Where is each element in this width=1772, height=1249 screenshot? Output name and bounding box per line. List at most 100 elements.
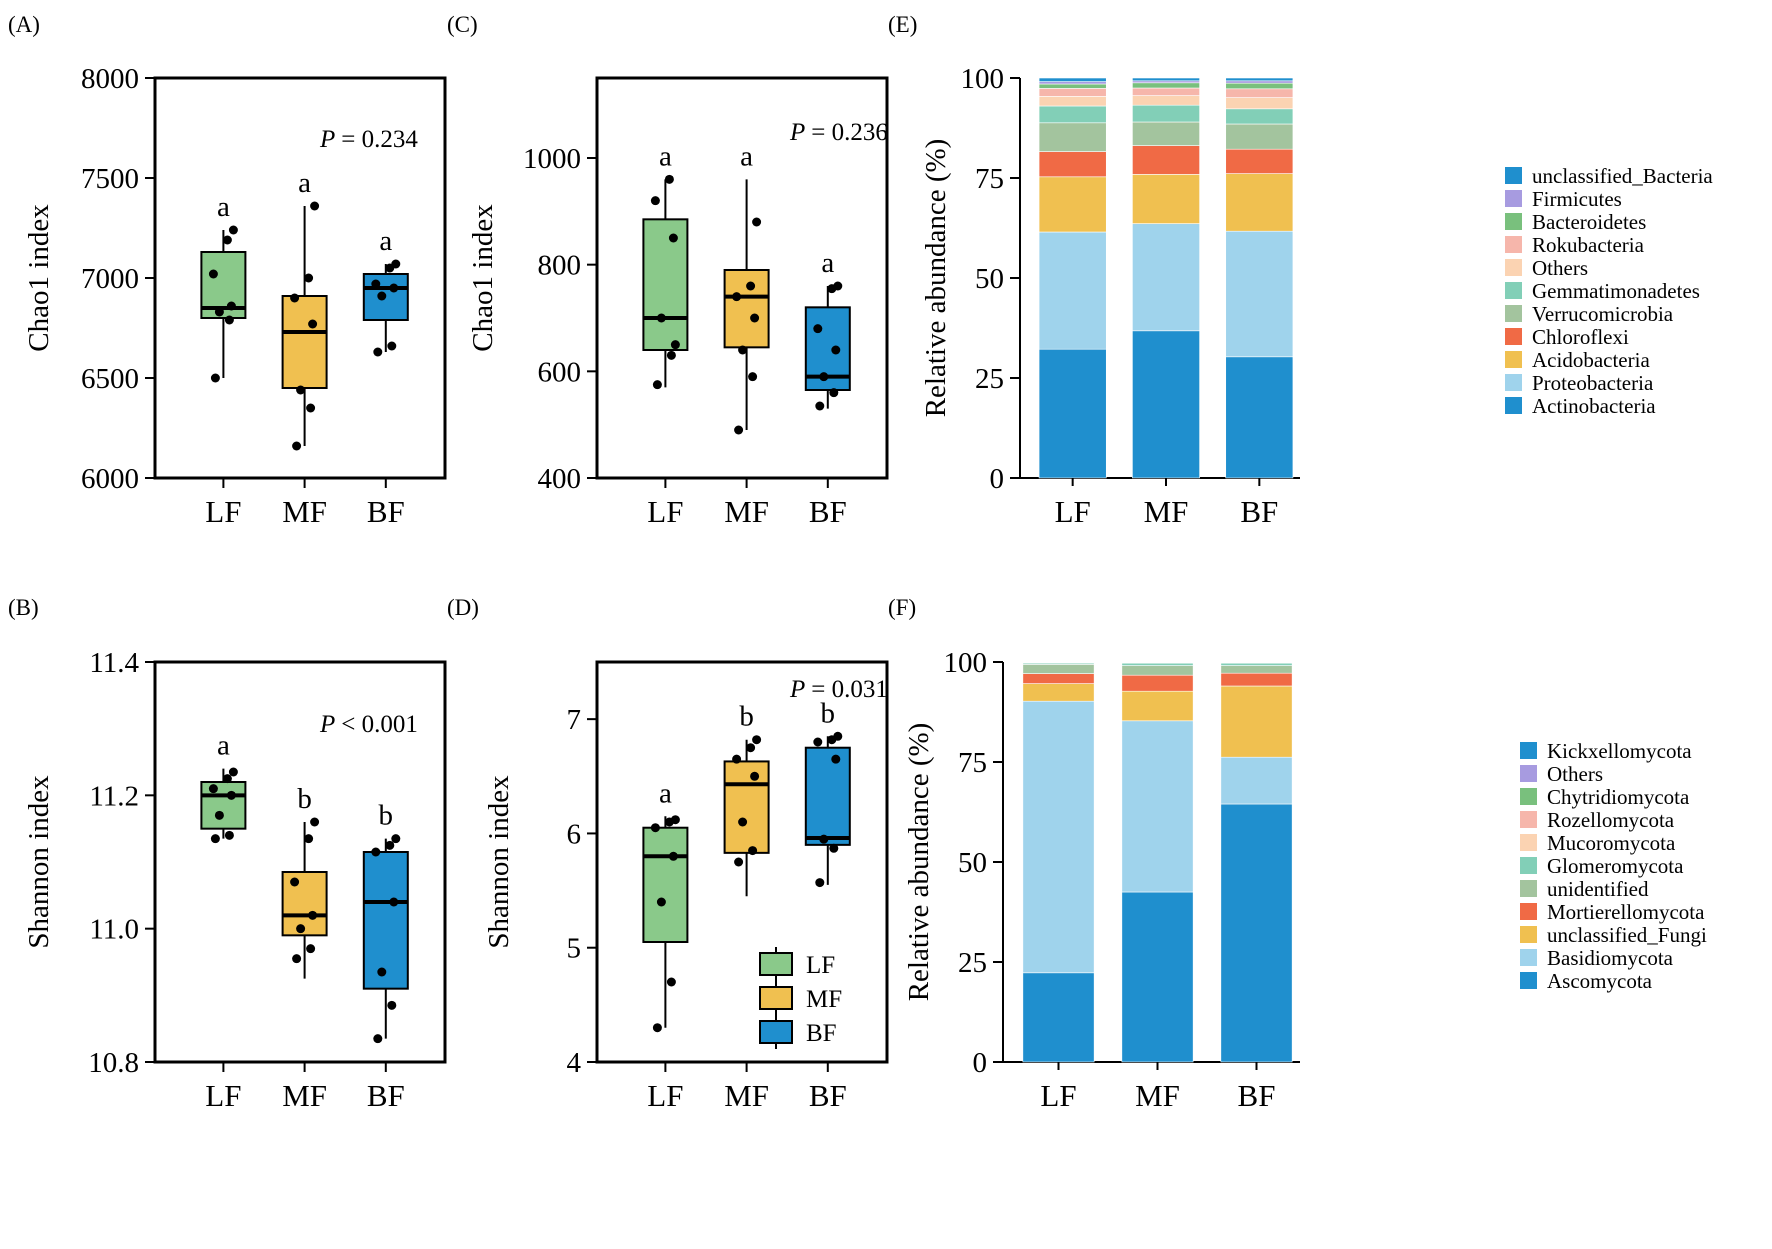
legend-swatch [1505,167,1522,184]
data-point [829,388,839,398]
legend-label: Rokubacteria [1532,233,1645,257]
panel-c: (C) Chao1 index 400 600 800 1000 a LF a MF a BF P = 0… [447,12,889,529]
y-tick-label: 6000 [81,463,139,495]
data-point [389,897,399,907]
data-point [371,279,381,289]
box-lf [642,826,689,944]
y-tick-label: 10.8 [88,1047,139,1079]
data-point [391,834,401,844]
x-tick-label: LF [205,1078,241,1113]
data-point [377,967,387,977]
data-point [373,347,383,357]
bar-segment-chloroflexi [1132,145,1200,175]
bar-segment-actinobacteria [1038,348,1107,479]
p-label: P [789,119,805,146]
data-point [748,372,758,382]
box-bf [362,851,409,990]
legend-swatch [1505,305,1522,322]
significance-letter: a [740,140,753,172]
bar-segment-ascomycota [1022,972,1095,1063]
x-tick-label: LF [1040,1078,1076,1113]
data-point [833,281,843,291]
p-value: P < 0.001 [319,711,418,738]
legend-label: Actinobacteria [1532,394,1656,418]
legend-label: Basidiomycota [1547,946,1674,970]
significance-letter: a [298,167,311,199]
bar-segment-verrucomicrobia [1225,123,1294,150]
data-point [310,201,320,211]
legend-swatch [1520,926,1537,943]
legend-label: MF [806,986,842,1013]
data-point [228,225,238,235]
panel-f: (F) Relative abundance (%) 0 25 50 75 100 LF MF B… [888,595,1707,1113]
y-tick-label: 75 [975,163,1004,195]
box-lf [200,781,247,830]
bar-segment-verrucomicrobia [1038,122,1107,152]
panel-label: (B) [8,595,39,620]
p-value: P = 0.236 [789,119,888,146]
bar-segment-basidiomycota [1220,756,1293,805]
data-point [668,851,678,861]
y-axis-label: Relative abundance (%) [920,139,952,418]
legend-swatch [1520,857,1537,874]
y-tick-label: 50 [975,263,1004,295]
bar-segment-unidentified [1022,664,1095,674]
significance-letter: a [659,777,672,809]
legend-label: Firmicutes [1532,187,1622,211]
data-point [656,313,666,323]
bar-segment-gemmatimonadetes [1225,108,1294,125]
bar-segment-mortierellomycota [1220,672,1293,687]
data-point [738,817,748,827]
data-point [819,372,829,382]
bar-segment-unclassified-fungi [1121,690,1194,722]
y-axis-label: Chao1 index [23,204,55,352]
data-point [222,774,232,784]
data-point [208,269,218,279]
data-point [732,292,742,302]
bar-segment-firmicutes [1038,81,1107,85]
bar-segment-unclassified-bacteria [1132,77,1200,82]
data-point [670,815,680,825]
data-point [224,315,234,325]
legend-label: Gemmatimonadetes [1532,279,1700,303]
panel-label: (F) [888,595,916,620]
y-tick-label: 75 [958,747,987,779]
data-point [670,340,680,350]
x-tick-label: BF [367,1078,405,1113]
x-tick-label: MF [282,1078,327,1113]
bar-segment-bacteroidetes [1225,82,1294,90]
panel-label: (D) [447,595,479,620]
y-tick-label: 6500 [81,363,139,395]
legend-swatch [1520,949,1537,966]
legend-swatch [1505,328,1522,345]
y-tick-label: 25 [975,363,1004,395]
data-point [815,878,825,888]
y-tick-label: 6 [567,818,582,850]
y-tick-label: 11.0 [89,914,139,946]
data-point [296,385,306,395]
legend-label: Ascomycota [1547,969,1653,993]
y-tick-label: 11.4 [89,647,139,679]
bar-segment-glomeromycota [1121,662,1194,666]
data-point [387,1000,397,1010]
x-tick-label: BF [367,494,405,529]
bar-segment-proteobacteria [1225,230,1294,358]
legend-label: Others [1532,256,1588,280]
data-point [210,373,220,383]
y-axis-label: Shannon index [483,775,515,949]
bar-segment-mortierellomycota [1022,673,1095,684]
data-point [652,380,662,390]
bar-segment-rokubacteria [1132,87,1200,96]
data-point [226,301,236,311]
y-tick-label: 100 [944,647,988,679]
legend-swatch-mf [759,986,793,1010]
y-tick-label: 1000 [523,143,581,175]
legend-swatch [1520,880,1537,897]
y-tick-label: 800 [538,250,582,282]
data-point [306,944,316,954]
significance-letter: a [821,247,834,279]
bar-segment-ascomycota [1121,891,1194,1063]
bar-segment-actinobacteria [1132,330,1200,479]
data-point [831,345,841,355]
data-point [304,273,314,283]
